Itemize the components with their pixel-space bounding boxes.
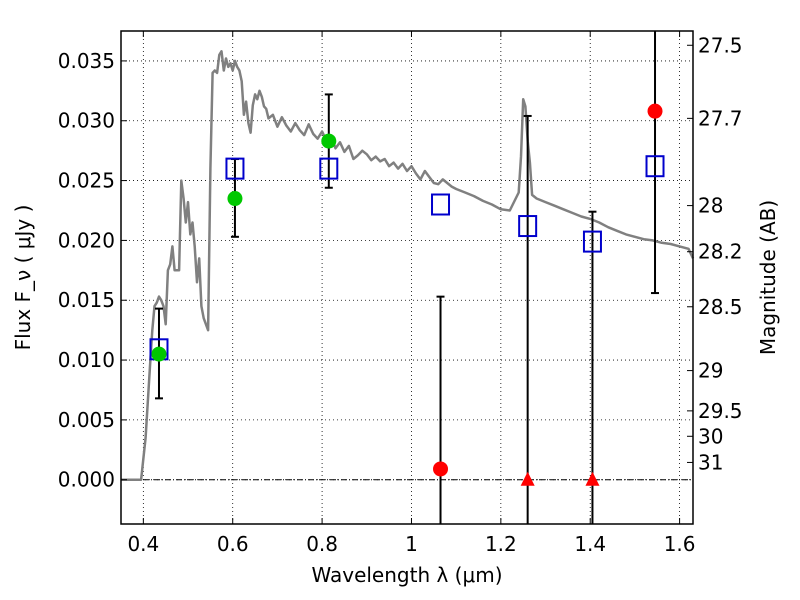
- data-markers: [149, 103, 665, 486]
- square-marker: [319, 157, 339, 180]
- y2-tick-label: 28.5: [698, 295, 743, 319]
- x-tick-label: 0.8: [306, 532, 338, 556]
- x-tick-label: 1.4: [574, 532, 606, 556]
- x-axis-ticks: 0.4 0.6 0.8 1 1.2 1.4 1.6: [127, 31, 696, 556]
- x-tick-label: 1.6: [664, 532, 696, 556]
- x-tick-label: 0.6: [217, 532, 249, 556]
- y-tick-label: 0.030: [58, 109, 115, 133]
- square-marker: [225, 157, 245, 180]
- y-tick-label: 0.025: [58, 169, 115, 193]
- y-axis-label: Flux F_ν ( μJy ): [11, 205, 35, 351]
- y2-tick-label: 28.2: [698, 240, 743, 264]
- circle-marker: [433, 461, 449, 477]
- plot-frame: [120, 30, 694, 525]
- square-marker: [518, 215, 538, 238]
- circle-marker: [647, 103, 663, 119]
- x-tick-label: 1: [405, 532, 418, 556]
- circle-marker: [227, 191, 243, 207]
- circle-marker: [321, 133, 337, 149]
- y-tick-label: 0.020: [58, 228, 115, 252]
- y-axis-ticks: 0.000 0.005 0.010 0.015 0.020 0.025 0.030 0.035: [58, 49, 127, 492]
- y2-tick-label: 28: [698, 194, 723, 218]
- y2-tick-label: 29: [698, 359, 723, 383]
- x-axis-label: Wavelength λ (μm): [311, 563, 502, 587]
- square-marker: [582, 230, 602, 253]
- y-tick-label: 0.000: [58, 468, 115, 492]
- y-tick-label: 0.005: [58, 408, 115, 432]
- y2-tick-label: 27.5: [698, 33, 743, 57]
- x-tick-label: 1.2: [485, 532, 517, 556]
- y-tick-label: 0.010: [58, 348, 115, 372]
- y2-tick-label: 30: [698, 424, 723, 448]
- y2-tick-label: 29.5: [698, 399, 743, 423]
- error-bars: [154, 31, 660, 524]
- circle-marker: [151, 346, 167, 362]
- square-marker: [645, 155, 665, 178]
- x-tick-label: 0.4: [127, 532, 159, 556]
- y-tick-label: 0.015: [58, 288, 115, 312]
- square-marker: [431, 193, 451, 216]
- y2-tick-label: 27.7: [698, 106, 743, 130]
- y2-axis-label: Magnitude (AB): [756, 200, 780, 355]
- model-spectrum-line: [121, 50, 695, 481]
- triangle-marker: [520, 471, 535, 486]
- triangle-marker: [585, 471, 600, 486]
- y2-tick-label: 31: [698, 450, 723, 474]
- y-tick-label: 0.035: [58, 49, 115, 73]
